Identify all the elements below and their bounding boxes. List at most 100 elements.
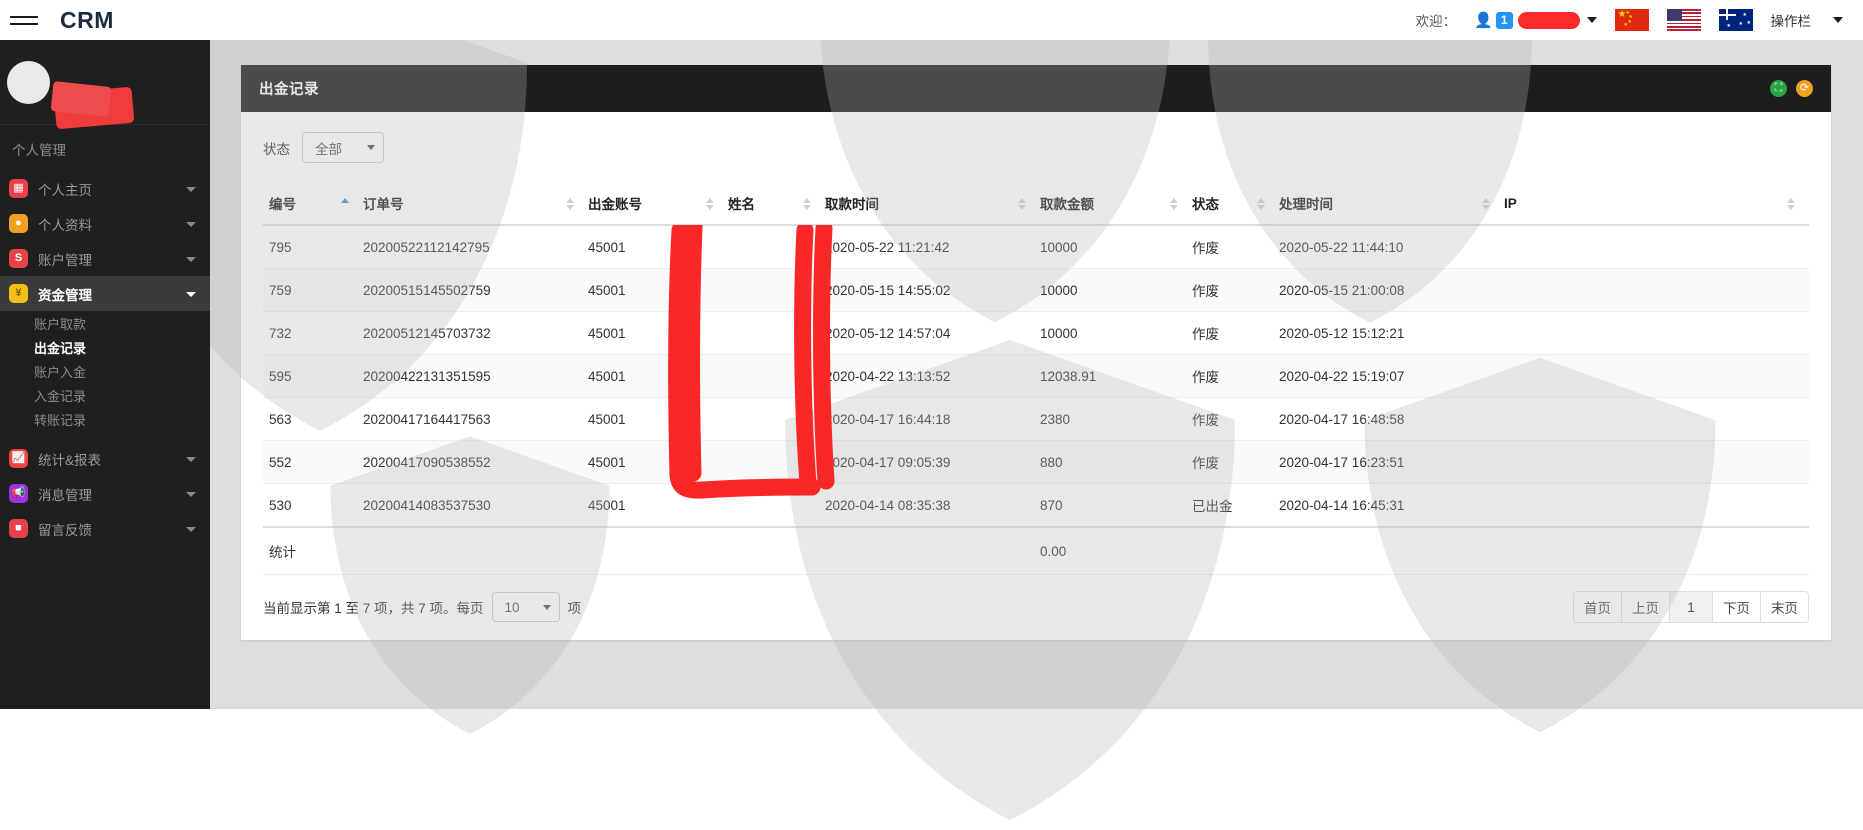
column-header-withdraw-time[interactable]: 取款时间 — [825, 185, 1040, 226]
summary-empty — [588, 526, 728, 575]
table-row[interactable]: 732 20200512145703732 45001 2020-05-12 14:5… — [263, 311, 1809, 355]
cell-acct: 45001 — [588, 311, 728, 355]
table-row[interactable]: 795 20200522112142795 45001 2020-05-22 11:2… — [263, 225, 1809, 269]
chevron-down-icon[interactable] — [186, 256, 196, 262]
sidebar-item-statistics-reports[interactable]: 📈 统计&报表 — [0, 441, 210, 476]
column-header-id[interactable]: 编号 — [263, 185, 363, 226]
refresh-icon[interactable]: ⟳ — [1796, 80, 1813, 97]
cell-amount: 10000 — [1040, 225, 1192, 269]
cell-id: 552 — [263, 440, 363, 484]
flag-china-icon[interactable]: ★ ★ ★ ★ ★ — [1614, 9, 1649, 31]
chevron-down-icon[interactable] — [1586, 17, 1597, 23]
cell-id: 795 — [263, 225, 363, 269]
cell-name — [728, 354, 825, 398]
table-head: 编号 订单号 出金账号 姓名 — [263, 185, 1809, 226]
status-filter-label: 状态 — [263, 141, 290, 157]
cell-amount: 880 — [1040, 440, 1192, 484]
table-row[interactable]: 530 20200414083537530 45001 2020-04-14 08:3… — [263, 483, 1809, 528]
sidebar-item-message-management[interactable]: 📢 消息管理 — [0, 476, 210, 511]
sort-icon — [1257, 197, 1265, 210]
cell-id: 732 — [263, 311, 363, 355]
account-manage-icon: S — [9, 249, 28, 268]
cell-amount: 2380 — [1040, 397, 1192, 441]
chevron-down-icon — [542, 604, 551, 610]
sidebar-item-account-management[interactable]: S 账户管理 — [0, 241, 210, 276]
megaphone-icon: 📢 — [9, 484, 28, 503]
operations-menu-label[interactable]: 操作栏 — [1770, 14, 1812, 29]
status-filter-select[interactable]: 全部 — [302, 132, 384, 163]
table-foot: 统计 0.00 — [263, 526, 1809, 575]
chevron-down-icon[interactable] — [186, 491, 196, 497]
table-row[interactable]: 595 20200422131351595 45001 2020-04-22 13:1… — [263, 354, 1809, 398]
column-header-order[interactable]: 订单号 — [363, 185, 588, 226]
cell-wtime: 2020-04-14 08:35:38 — [825, 483, 1040, 528]
cell-name — [728, 268, 825, 312]
table-row[interactable]: 552 20200417090538552 45001 2020-04-17 09:0… — [263, 440, 1809, 484]
user-menu[interactable]: 👤 1 — [1474, 11, 1597, 29]
flag-usa-icon[interactable] — [1666, 9, 1701, 31]
column-header-withdraw-account[interactable]: 出金账号 — [588, 185, 728, 226]
summary-empty — [1192, 526, 1279, 575]
column-label: IP — [1504, 195, 1517, 211]
summary-empty — [1504, 526, 1809, 575]
sidebar-subitem-withdraw-records[interactable]: 出金记录 — [0, 335, 210, 359]
sidebar-subitem-account-withdraw[interactable]: 账户取款 — [0, 311, 210, 335]
sidebar-item-label: 个人主页 — [38, 182, 92, 198]
chevron-down-icon[interactable] — [186, 526, 196, 532]
hamburger-icon[interactable] — [10, 15, 50, 25]
sort-icon — [1787, 197, 1795, 210]
chevron-down-icon[interactable] — [186, 456, 196, 462]
cell-id: 563 — [263, 397, 363, 441]
cell-acct: 45001 — [588, 225, 728, 269]
status-filter-value: 全部 — [315, 141, 342, 157]
operations-chevron-down-icon[interactable] — [1833, 17, 1843, 23]
pagination-info: 当前显示第 1 至 7 项，共 7 项。每页 10 项 — [263, 592, 581, 622]
sidebar-profile[interactable] — [0, 40, 210, 130]
summary-empty — [1279, 526, 1504, 575]
column-header-amount[interactable]: 取款金额 — [1040, 185, 1192, 226]
cell-order: 20200417164417563 — [363, 397, 588, 441]
table-row[interactable]: 759 20200515145502759 45001 2020-05-15 14:5… — [263, 268, 1809, 312]
pager-button[interactable]: 末页 — [1761, 592, 1808, 622]
cell-name — [728, 440, 825, 484]
column-header-name[interactable]: 姓名 — [728, 185, 825, 226]
pager-button[interactable]: 下页 — [1713, 592, 1761, 622]
column-header-ip[interactable]: IP — [1504, 185, 1809, 226]
cell-wtime: 2020-04-17 16:44:18 — [825, 397, 1040, 441]
column-label: 订单号 — [363, 197, 404, 212]
pager-button[interactable]: 上页 — [1622, 592, 1670, 622]
page-size-value: 10 — [504, 599, 520, 615]
page-size-select[interactable]: 10 — [491, 592, 560, 622]
sidebar-item-label: 个人资料 — [38, 217, 92, 233]
sidebar-item-personal-profile[interactable]: ● 个人资料 — [0, 206, 210, 241]
pager-button[interactable]: 1 — [1670, 592, 1713, 622]
chevron-down-icon[interactable] — [186, 221, 196, 227]
cell-ip — [1504, 483, 1809, 528]
fullscreen-icon[interactable]: ⛶ — [1770, 80, 1787, 97]
cell-order: 20200515145502759 — [363, 268, 588, 312]
table-row[interactable]: 563 20200417164417563 45001 2020-04-17 16:4… — [263, 397, 1809, 441]
cell-ip — [1504, 354, 1809, 398]
sidebar-item-personal-home[interactable]: ▦ 个人主页 — [0, 171, 210, 206]
sort-icon — [1170, 197, 1178, 210]
records-table-container: 编号 订单号 出金账号 姓名 — [241, 173, 1831, 575]
pagination-info-suffix: 项 — [567, 601, 582, 616]
table-summary-row: 统计 0.00 — [263, 526, 1809, 575]
cell-acct: 45001 — [588, 268, 728, 312]
summary-amount-total: 0.00 — [1040, 526, 1192, 575]
avatar[interactable] — [7, 60, 50, 104]
sidebar-subitem-account-deposit[interactable]: 账户入金 — [0, 359, 210, 383]
pager-button[interactable]: 首页 — [1574, 592, 1622, 622]
sidebar-subitem-deposit-records[interactable]: 入金记录 — [0, 383, 210, 407]
column-header-status[interactable]: 状态 — [1192, 185, 1279, 226]
sidebar-subitem-transfer-records[interactable]: 转账记录 — [0, 407, 210, 431]
chevron-down-icon[interactable] — [186, 291, 196, 297]
cell-status: 作废 — [1192, 225, 1279, 269]
column-header-process-time[interactable]: 处理时间 — [1279, 185, 1504, 226]
flag-australia-icon[interactable]: ★ ★ ★ ★ — [1718, 9, 1753, 31]
sidebar-item-fund-management[interactable]: ¥ 资金管理 — [0, 276, 210, 311]
cell-wtime: 2020-04-22 13:13:52 — [825, 354, 1040, 398]
chevron-down-icon[interactable] — [186, 186, 196, 192]
summary-empty — [728, 526, 825, 575]
sidebar-item-feedback[interactable]: ■ 留言反馈 — [0, 511, 210, 546]
